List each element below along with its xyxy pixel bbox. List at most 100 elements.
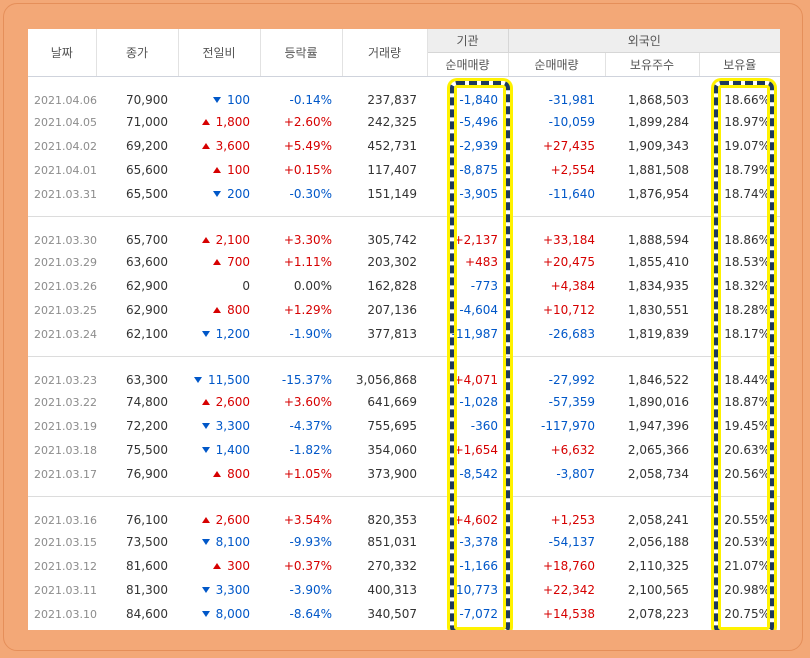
inst-net-cell: -1,840 xyxy=(459,93,498,107)
volume-cell: 354,060 xyxy=(367,443,417,457)
close-cell: 84,600 xyxy=(126,607,168,621)
volume-cell: 270,332 xyxy=(367,559,417,573)
foreign-net-cell: +2,554 xyxy=(550,163,595,177)
table-row: 2021.03.26 62,900 0 0.00% 162,828 -773 +4,384 1… xyxy=(28,274,780,298)
rate-cell: +1.29% xyxy=(283,303,332,317)
date-cell: 2021.03.30 xyxy=(34,234,97,247)
foreign-hold-cell: 2,058,734 xyxy=(627,467,689,481)
inst-net-cell: -7,072 xyxy=(459,607,498,621)
close-cell: 71,000 xyxy=(126,115,168,129)
inst-net-cell: -11,987 xyxy=(451,327,498,341)
inst-net-cell: +4,602 xyxy=(453,513,498,527)
header-rate: 등락률 xyxy=(260,29,343,77)
diff-cell: 800 xyxy=(178,298,260,322)
date-cell: 2021.03.11 xyxy=(34,583,97,597)
diff-value: 1,400 xyxy=(215,443,250,457)
inst-net-cell: -10,773 xyxy=(451,583,498,597)
table-row: 2021.04.05 71,000 1,800 +2.60% 242,325 -5,496… xyxy=(28,110,780,134)
arrow-down-icon xyxy=(201,423,210,429)
close-cell: 75,500 xyxy=(126,443,168,457)
close-cell: 62,900 xyxy=(126,279,168,293)
foreign-rate-cell: 20.53% xyxy=(724,535,771,549)
foreign-hold-cell: 2,110,325 xyxy=(627,559,689,573)
diff-cell: 1,200 xyxy=(178,322,260,346)
arrow-up-icon xyxy=(213,167,222,173)
rate-cell: +0.37% xyxy=(283,559,332,573)
foreign-hold-cell: 1,855,410 xyxy=(627,255,689,269)
rate-cell: -1.90% xyxy=(289,327,332,341)
foreign-hold-cell: 1,834,935 xyxy=(627,279,689,293)
volume-cell: 237,837 xyxy=(367,93,417,107)
rate-cell: +1.05% xyxy=(283,467,332,481)
foreign-net-cell: +20,475 xyxy=(542,255,595,269)
inst-net-cell: +483 xyxy=(465,255,498,269)
diff-cell: 2,600 xyxy=(178,497,260,531)
header-date: 날짜 xyxy=(28,29,97,77)
foreign-net-cell: +27,435 xyxy=(542,139,595,153)
header-inst-net: 순매매량 xyxy=(427,52,509,77)
foreign-rate-cell: 18.79% xyxy=(724,163,771,177)
foreign-hold-cell: 1,947,396 xyxy=(627,419,689,433)
rate-cell: +3.54% xyxy=(283,513,332,527)
close-cell: 63,600 xyxy=(126,255,168,269)
foreign-hold-cell: 1,899,284 xyxy=(627,115,689,129)
header-diff: 전일비 xyxy=(178,29,261,77)
date-cell: 2021.04.01 xyxy=(34,163,97,177)
rate-cell: +1.11% xyxy=(283,255,332,269)
foreign-net-cell: +1,253 xyxy=(550,513,595,527)
inst-net-cell: +4,071 xyxy=(453,373,498,387)
date-cell: 2021.03.26 xyxy=(34,279,97,293)
rate-cell: -3.90% xyxy=(289,583,332,597)
header-foreign-hold: 보유주수 xyxy=(605,52,700,77)
diff-cell: 100 xyxy=(178,158,260,182)
foreign-net-cell: -31,981 xyxy=(548,93,595,107)
date-cell: 2021.03.12 xyxy=(34,559,97,573)
rate-cell: -8.64% xyxy=(289,607,332,621)
arrow-up-icon xyxy=(201,143,210,149)
foreign-net-cell: +22,342 xyxy=(542,583,595,597)
diff-value: 200 xyxy=(227,187,250,201)
table-row: 2021.03.10 84,600 8,000 -8.64% 340,507 -7,072… xyxy=(28,602,780,626)
diff-cell: 300 xyxy=(178,554,260,578)
foreign-net-cell: -57,359 xyxy=(548,395,595,409)
close-cell: 74,800 xyxy=(126,395,168,409)
diff-cell: 0 xyxy=(178,274,260,298)
arrow-up-icon xyxy=(201,237,210,243)
volume-cell: 641,669 xyxy=(367,395,417,409)
diff-value: 8,000 xyxy=(215,607,250,621)
table-row: 2021.03.18 75,500 1,400 -1.82% 354,060 +1,654… xyxy=(28,438,780,462)
volume-cell: 755,695 xyxy=(367,419,417,433)
rate-cell: -15.37% xyxy=(281,373,332,387)
date-cell: 2021.04.06 xyxy=(34,94,97,107)
rate-cell: -0.30% xyxy=(289,187,332,201)
foreign-hold-cell: 1,888,594 xyxy=(627,233,689,247)
volume-cell: 203,302 xyxy=(367,255,417,269)
foreign-rate-cell: 18.32% xyxy=(724,279,771,293)
inst-net-cell: -2,939 xyxy=(459,139,498,153)
date-cell: 2021.03.19 xyxy=(34,419,97,433)
foreign-rate-cell: 20.98% xyxy=(724,583,771,597)
diff-cell: 2,600 xyxy=(178,390,260,414)
date-cell: 2021.03.16 xyxy=(34,514,97,527)
foreign-hold-cell: 1,846,522 xyxy=(627,373,689,387)
close-cell: 76,900 xyxy=(126,467,168,481)
volume-cell: 340,507 xyxy=(367,607,417,621)
rate-cell: +5.49% xyxy=(283,139,332,153)
rate-cell: +3.60% xyxy=(283,395,332,409)
volume-cell: 3,056,868 xyxy=(355,373,417,387)
foreign-hold-cell: 1,830,551 xyxy=(627,303,689,317)
diff-value: 800 xyxy=(227,467,250,481)
header-close: 종가 xyxy=(96,29,179,77)
close-cell: 65,600 xyxy=(126,163,168,177)
foreign-hold-cell: 2,058,241 xyxy=(627,513,689,527)
table-row: 2021.03.17 76,900 800 +1.05% 373,900 -8,542 -3… xyxy=(28,462,780,486)
volume-cell: 162,828 xyxy=(367,279,417,293)
rate-cell: -9.93% xyxy=(289,535,332,549)
volume-cell: 820,353 xyxy=(367,513,417,527)
inst-net-cell: -4,604 xyxy=(459,303,498,317)
arrow-down-icon xyxy=(201,611,210,617)
inst-net-cell: -360 xyxy=(470,419,498,433)
diff-value: 800 xyxy=(227,303,250,317)
arrow-up-icon xyxy=(201,119,210,125)
foreign-hold-cell: 1,881,508 xyxy=(627,163,689,177)
